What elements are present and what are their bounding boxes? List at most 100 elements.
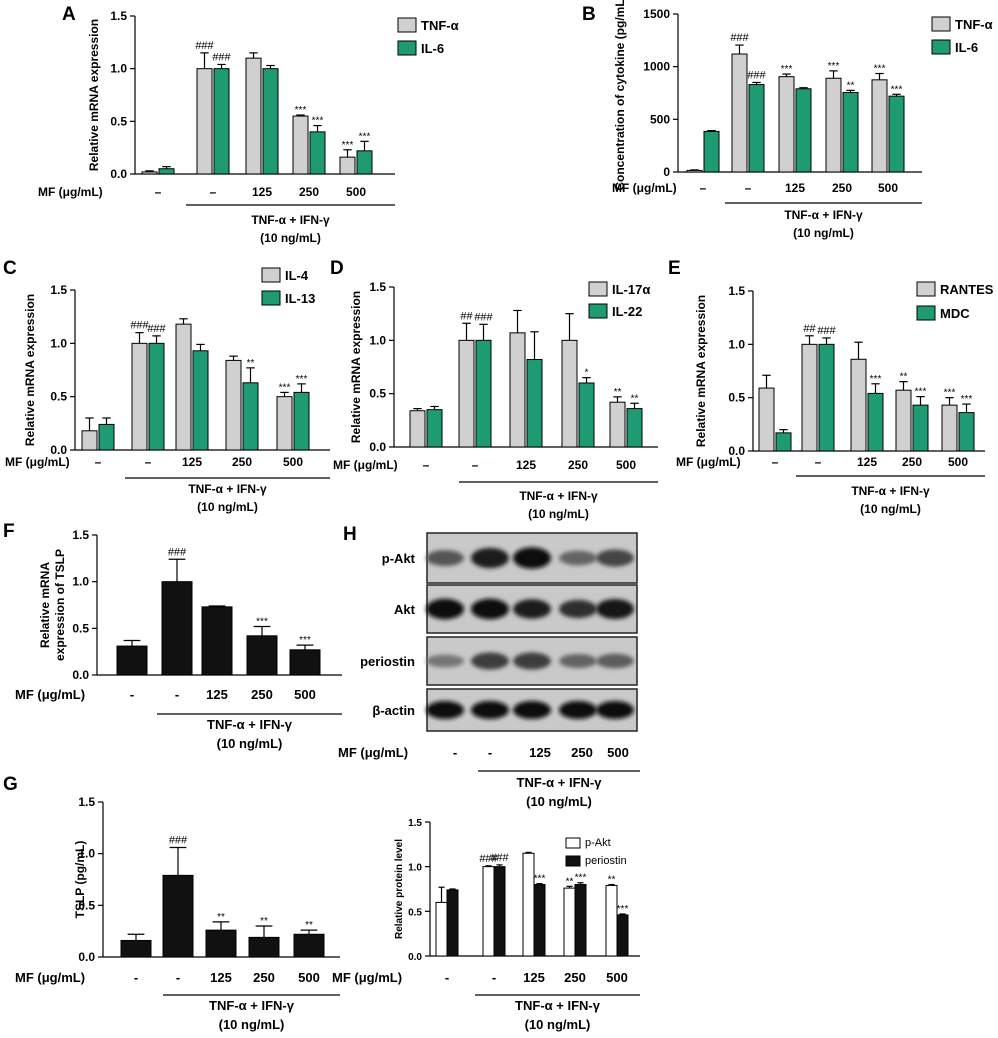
bar-il-13-2 (148, 342, 165, 451)
x-group-label: - (134, 970, 138, 985)
y-tick-label: 1.5 (110, 9, 127, 23)
x-group-label: – (815, 455, 822, 469)
blot-band-actin-4 (559, 700, 597, 720)
bar-tslp-4 (248, 936, 280, 958)
legend-label-il-4: IL-4 (285, 268, 309, 283)
bar-il-17-2 (458, 339, 475, 448)
x-group-label: 250 (299, 185, 319, 199)
y-axis-label: Concentration of cytokine (pg/mL) (613, 0, 627, 191)
blot-band-akt-3 (513, 599, 551, 619)
mf-label: MF (μg/mL) (15, 687, 85, 702)
bar-periostin-5 (616, 914, 629, 957)
significance-label: *** (295, 105, 307, 116)
bar-tnf-4 (825, 77, 842, 173)
y-tick-label: 1.5 (369, 280, 386, 294)
significance-label: ** (247, 358, 255, 369)
y-tick-label: 0.0 (72, 668, 89, 682)
bar-rantes-5 (941, 404, 958, 452)
x-group-label: 125 (529, 745, 551, 760)
blot-band-akt-2 (471, 598, 509, 620)
blot-band-akt-5 (596, 598, 634, 620)
bar-il-13-4 (242, 382, 259, 451)
significance-label: *** (891, 84, 903, 95)
mf-label: MF (μg/mL) (333, 458, 398, 472)
x-group-label: – (700, 181, 707, 195)
x-group-label: 500 (948, 455, 968, 469)
bar-rantes-4 (895, 389, 912, 452)
y-tick-label: 0.0 (408, 952, 422, 963)
bar-mdc-4 (912, 404, 929, 452)
treatment-dose-label: (10 ng/mL) (219, 1017, 285, 1032)
significance-label: ### (474, 311, 493, 323)
bar-il-4-2 (131, 342, 148, 451)
bar-p-akt-4 (563, 887, 576, 957)
y-tick-label: 0.0 (78, 950, 95, 964)
significance-label: ## (460, 310, 473, 322)
blot-label-akt: Akt (394, 602, 416, 617)
significance-label: ** (305, 920, 313, 931)
x-group-label: 250 (251, 687, 273, 702)
bar-p-akt-3 (522, 852, 535, 957)
treatment-label: TNF-α + IFN-γ (519, 489, 598, 503)
significance-label: ** (900, 372, 908, 383)
significance-label: *** (870, 374, 882, 385)
treatment-dose-label: (10 ng/mL) (793, 226, 854, 240)
treatment-label: TNF-α + IFN-γ (188, 482, 267, 496)
significance-label: ** (847, 80, 855, 91)
treatment-label: TNF-α + IFN-γ (515, 998, 601, 1013)
significance-label: ** (566, 876, 574, 887)
bar-il-4-3 (175, 323, 192, 451)
chart-e: E 0.0 0.5 1.0 1.5 Relative mRNA expression ## *… (668, 258, 994, 516)
bar-il-17-5 (609, 401, 626, 448)
legend-swatch-il-22 (588, 303, 608, 319)
y-tick-label: 0.0 (110, 167, 127, 181)
treatment-label: TNF-α + IFN-γ (784, 208, 863, 222)
blot-band-p-akt-2 (471, 547, 509, 569)
y-tick-label: 1.5 (50, 283, 67, 297)
legend-swatch-p-akt (565, 837, 581, 849)
panel-letter-b: B (582, 4, 596, 25)
significance-label: ** (614, 387, 622, 398)
chart-d: D 0.0 0.5 1.0 1.5 Relative mRNA expression ## *… (330, 258, 658, 521)
bar-tslp-mrna-3 (201, 606, 233, 676)
y-axis-label: Relative mRNA expression (694, 295, 708, 447)
y-tick-label: 0 (663, 165, 670, 179)
bar-il-6-2 (213, 68, 230, 175)
legend-label-periostin: periostin (585, 855, 627, 867)
bar-tnf-5 (871, 79, 888, 173)
bar-periostin-1 (446, 889, 459, 957)
legend-label-il-17: IL-17α (612, 282, 650, 297)
western-blot: Hp-Akt Akt periostin β-actin MF (μg/mL) - - 125… (338, 524, 640, 809)
x-group-label: 250 (902, 455, 922, 469)
y-tick-label: 1.5 (728, 284, 745, 298)
mf-label: MF (μg/mL) (676, 455, 741, 469)
x-group-label: 500 (606, 970, 628, 985)
bar-tnf-3 (778, 76, 795, 173)
legend-label-il-6: IL-6 (955, 40, 978, 55)
bar-tslp-3 (205, 929, 237, 958)
significance-label: *** (944, 388, 956, 399)
x-group-label: - (445, 970, 449, 985)
x-group-label: 250 (564, 970, 586, 985)
treatment-dose-label: (10 ng/mL) (217, 736, 283, 751)
bar-p-akt-5 (605, 884, 618, 957)
blot-band-actin-3 (513, 700, 551, 720)
blot-band-periostin-2 (471, 652, 509, 670)
y-axis-label: Relative protein level (394, 839, 405, 939)
significance-label: ### (195, 40, 214, 52)
legend-label-mdc: MDC (940, 306, 970, 321)
bar-tslp-mrna-2 (161, 581, 193, 676)
legend-swatch-il-4 (261, 267, 281, 283)
mf-label: MF (μg/mL) (5, 455, 70, 469)
mf-label: MF (μg/mL) (612, 181, 677, 195)
bar-il-22-3 (526, 359, 543, 448)
bar-il-17-1 (409, 410, 426, 448)
legend-label-il-13: IL-13 (285, 291, 315, 306)
y-tick-label: 1.5 (408, 818, 422, 829)
x-group-label: - (130, 687, 134, 702)
blot-label-periostin: periostin (360, 654, 415, 669)
significance-label: ### (212, 51, 231, 63)
significance-label: *** (874, 64, 886, 75)
panel-letter-e: E (668, 258, 681, 279)
